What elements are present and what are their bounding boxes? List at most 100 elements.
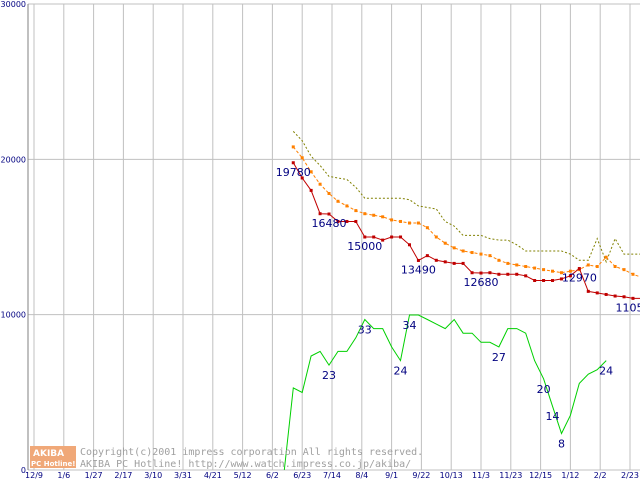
x-tick-label: 2/2 (594, 471, 607, 480)
point-price-min (622, 295, 626, 299)
x-tick-label: 7/14 (323, 471, 341, 480)
x-tick-label: 6/23 (293, 471, 311, 480)
point-price-min (533, 278, 537, 282)
point-price-min (461, 261, 465, 265)
point-price-avg (613, 265, 617, 269)
point-price-min (479, 271, 483, 275)
point-price-avg (622, 268, 626, 272)
point-price-min (336, 219, 340, 223)
point-price-avg (407, 221, 411, 225)
point-price-min (300, 176, 304, 180)
point-price-min (425, 254, 429, 258)
point-price-min (399, 235, 403, 239)
point-price-avg (336, 199, 340, 203)
point-price-min (291, 161, 295, 165)
point-price-avg (586, 263, 590, 267)
point-price-avg (300, 156, 304, 160)
point-price-avg (604, 255, 608, 259)
point-price-min (345, 219, 349, 223)
point-price-avg (363, 212, 367, 216)
x-tick-label: 11/23 (499, 471, 522, 480)
series-lines (283, 131, 640, 471)
point-price-min (416, 258, 420, 262)
series-shop-count (283, 314, 607, 471)
point-price-min (613, 294, 617, 298)
point-price-avg (542, 268, 546, 272)
point-price-avg (533, 266, 537, 270)
point-price-avg (479, 252, 483, 256)
logo-box-top (30, 446, 76, 458)
count-label: 8 (558, 438, 565, 451)
price-label: 12970 (562, 272, 597, 285)
point-price-avg (416, 221, 420, 225)
point-price-min (372, 235, 376, 239)
point-price-avg (506, 261, 510, 265)
price-label: 13490 (401, 263, 436, 276)
point-price-min (327, 212, 331, 216)
site-text: AKIBA PC Hotline! http://www.watch.impre… (80, 459, 411, 470)
point-price-min (470, 271, 474, 275)
x-tick-label: 1/12 (561, 471, 579, 480)
grid (27, 3, 640, 471)
point-price-avg (399, 219, 403, 223)
point-price-min (407, 243, 411, 247)
x-tick-label: 12/9 (25, 471, 43, 480)
logo-top: AKIBA (33, 449, 64, 459)
count-label: 33 (358, 324, 372, 337)
point-price-min (568, 274, 572, 278)
point-price-avg (524, 265, 528, 269)
point-price-avg (372, 213, 376, 217)
point-price-avg (551, 269, 555, 273)
point-price-min (390, 235, 394, 239)
x-axis-ticks: 12/9 1/6 1/27 2/17 3/10 3/31 4/21 5/12 6/2 6/23 7/… (25, 471, 639, 480)
point-price-min (452, 261, 456, 265)
point-price-min (604, 292, 608, 296)
x-tick-label: 11/3 (472, 471, 490, 480)
point-price-avg (443, 241, 447, 245)
point-price-min (363, 235, 367, 239)
point-price-min (381, 238, 385, 242)
y-tick-label: 30000 (1, 0, 26, 9)
point-price-min (559, 277, 563, 281)
point-price-min (434, 258, 438, 262)
x-tick-label: 4/21 (204, 471, 222, 480)
y-tick-label: 10000 (1, 311, 26, 320)
point-price-avg (631, 272, 635, 276)
count-label: 34 (402, 319, 416, 332)
price-label: 19780 (276, 166, 311, 179)
point-price-min (551, 278, 555, 282)
x-tick-label: 9/22 (412, 471, 430, 480)
point-price-avg (559, 271, 563, 275)
point-price-min (577, 267, 581, 271)
point-price-avg (595, 265, 599, 269)
logo-bottom: PC Hotline! (31, 460, 75, 468)
point-price-avg (497, 258, 501, 262)
copyright-text: Copyright(c)2001 impress corporation All… (80, 447, 423, 458)
logo-box-bottom (30, 458, 76, 468)
series-price-avg (292, 146, 640, 278)
x-tick-label: 5/12 (234, 471, 252, 480)
price-label: 15000 (347, 240, 382, 253)
point-price-min (586, 289, 590, 293)
y-axis-ticks: 0 10000 20000 30000 (1, 0, 26, 475)
point-price-avg (318, 182, 322, 186)
point-price-min (524, 274, 528, 278)
point-price-avg (470, 251, 474, 255)
count-label: 24 (394, 365, 408, 378)
point-price-avg (515, 263, 519, 267)
y-tick-label: 0 (21, 466, 26, 475)
price-label: 16480 (312, 217, 347, 230)
point-price-min (506, 272, 510, 276)
point-price-min (497, 272, 501, 276)
count-label: 27 (492, 351, 506, 364)
point-price-min (488, 271, 492, 275)
x-tick-label: 2/23 (621, 471, 639, 480)
point-price-min (318, 212, 322, 216)
x-tick-label: 6/2 (266, 471, 279, 480)
point-price-avg (568, 269, 572, 273)
x-tick-label: 9/1 (385, 471, 398, 480)
x-tick-label: 8/4 (355, 471, 368, 480)
x-tick-label: 1/6 (57, 471, 70, 480)
point-price-avg (390, 218, 394, 222)
